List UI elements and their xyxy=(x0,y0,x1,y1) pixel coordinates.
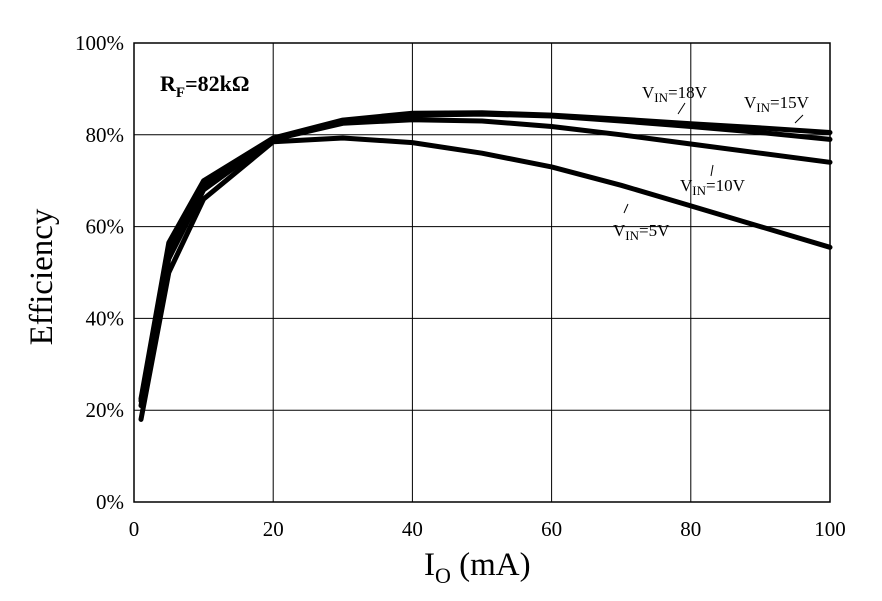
series-line-10v xyxy=(138,117,833,409)
x-tick-label: 0 xyxy=(129,517,140,541)
x-tick-label: 40 xyxy=(402,517,423,541)
y-tick-labels: 0% 20% 40% 60% 80% 100% xyxy=(75,31,124,514)
series-label-vin10: VIN=10V xyxy=(680,176,746,198)
x-axis-title: IO (mA) xyxy=(424,547,531,588)
x-axis-title-main: I xyxy=(424,547,435,583)
x-axis-title-rest: (mA) xyxy=(451,547,531,583)
leader-vin18 xyxy=(677,102,686,115)
x-tick-label: 80 xyxy=(680,517,701,541)
rf-rest: =82kΩ xyxy=(185,71,249,96)
rf-annotation: RF=82kΩ xyxy=(160,71,249,101)
y-axis-title: Efficiency xyxy=(24,208,60,345)
y-tick-label: 100% xyxy=(75,31,124,55)
series-line-5v xyxy=(138,135,833,422)
series-line-18v xyxy=(138,110,833,402)
series-lines xyxy=(138,110,833,422)
x-tick-label: 60 xyxy=(541,517,562,541)
x-tick-label: 100 xyxy=(814,517,846,541)
y-tick-label: 0% xyxy=(96,490,124,514)
series-label-vin18: VIN=18V xyxy=(642,83,708,105)
x-tick-labels: 0 20 40 60 80 100 xyxy=(129,517,846,541)
plot-frame xyxy=(133,42,831,503)
x-tick-label: 20 xyxy=(263,517,284,541)
y-tick-label: 20% xyxy=(86,398,125,422)
leader-vin15 xyxy=(794,114,804,124)
rf-main: R xyxy=(160,71,177,96)
leader-vin10 xyxy=(710,164,714,177)
series-label-vin15: VIN=15V xyxy=(744,93,810,115)
y-tick-label: 40% xyxy=(86,306,125,330)
x-axis-title-sub: O xyxy=(435,563,451,588)
leader-vin5 xyxy=(623,203,629,214)
y-tick-label: 60% xyxy=(86,215,125,239)
rf-sub: F xyxy=(176,85,185,101)
series-label-vin5: VIN=5V xyxy=(613,221,670,243)
y-tick-label: 80% xyxy=(86,123,125,147)
